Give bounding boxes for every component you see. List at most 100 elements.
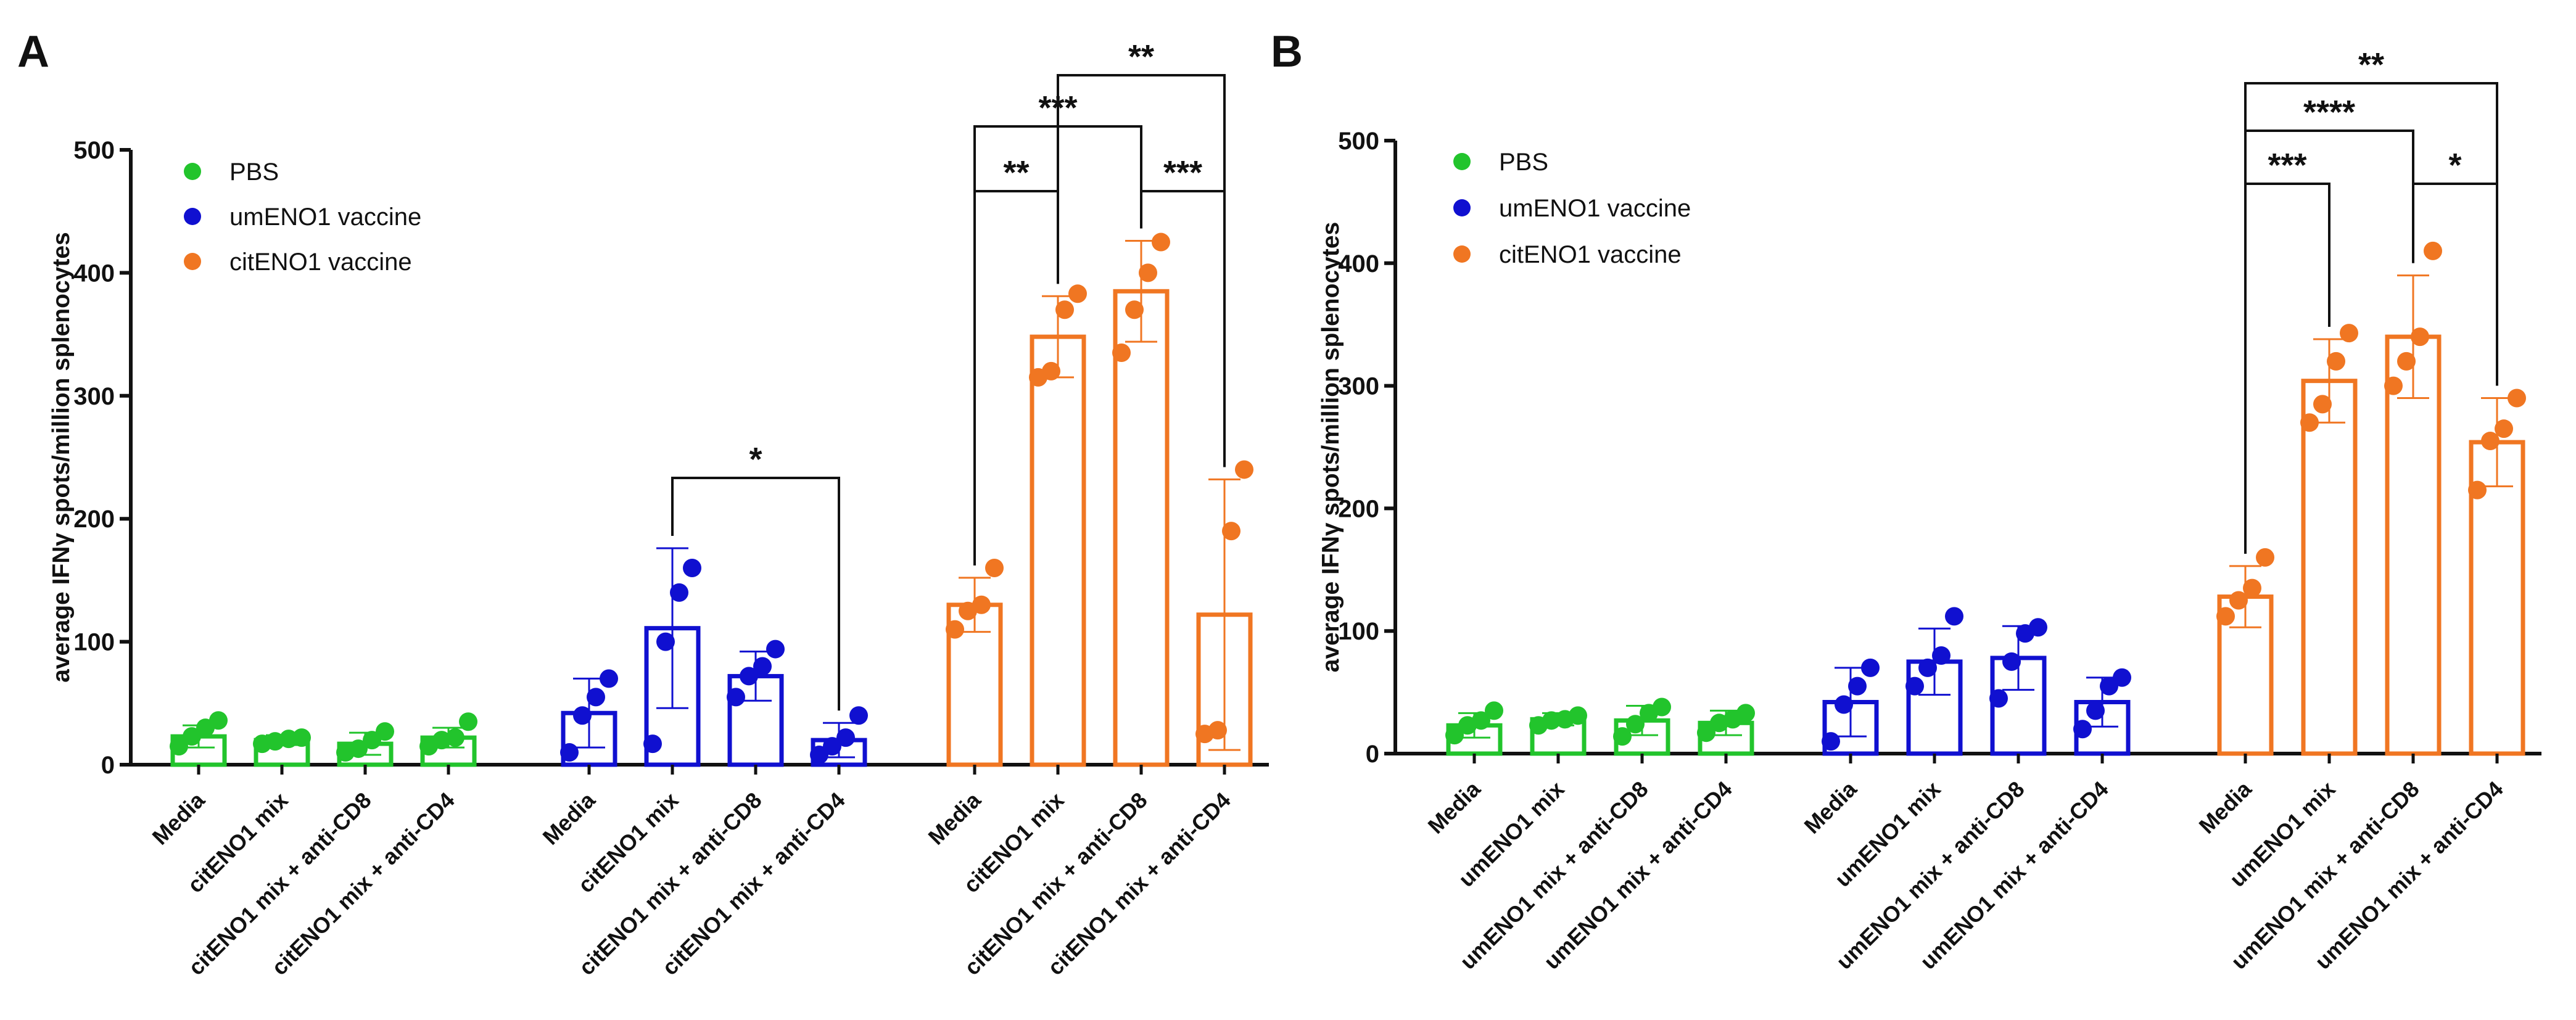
data-point — [2384, 376, 2403, 395]
significance-label: ** — [1003, 154, 1029, 191]
legend-marker — [184, 208, 201, 225]
data-point — [643, 734, 662, 754]
data-point — [849, 706, 868, 725]
x-tick-label: Media — [2194, 776, 2257, 839]
y-tick-label: 300 — [73, 383, 115, 410]
data-point — [972, 595, 991, 614]
data-point — [823, 737, 841, 756]
data-point — [2327, 352, 2345, 371]
data-point — [2086, 701, 2105, 720]
significance-bracket — [2244, 183, 2330, 554]
data-point — [656, 632, 675, 651]
legend-label: PBS — [229, 158, 279, 186]
panel-a: A 0 100 200 300 400 500 average IFNγ spots/mill… — [17, 27, 1269, 980]
data-point — [1125, 300, 1144, 319]
legend-label: citENO1 vaccine — [229, 249, 412, 276]
data-point — [1626, 715, 1645, 734]
y-tick-label: 300 — [1338, 373, 1379, 400]
data-point — [1905, 677, 1924, 696]
data-point — [2397, 352, 2416, 371]
data-point — [740, 667, 758, 686]
data-point — [2300, 413, 2319, 432]
data-point — [2113, 668, 2131, 687]
data-point — [1139, 263, 1157, 282]
significance-label: **** — [2303, 94, 2355, 131]
legend-marker — [1453, 199, 1471, 216]
data-point — [600, 669, 618, 688]
bar — [1030, 334, 1086, 767]
data-point — [1822, 732, 1840, 751]
data-point — [1736, 704, 1755, 723]
legend-label: umENO1 vaccine — [229, 204, 421, 231]
data-point — [1542, 711, 1561, 730]
data-point — [1112, 343, 1131, 363]
data-point — [183, 727, 201, 746]
y-axis-label: average IFNγ spots/million splenocytes — [48, 232, 75, 682]
data-point — [459, 712, 477, 731]
y-tick-label: 0 — [1366, 741, 1379, 768]
y-tick-label: 500 — [1338, 128, 1379, 155]
data-point — [2340, 324, 2358, 343]
data-point — [1861, 658, 1880, 677]
data-point — [2002, 652, 2021, 671]
data-point — [1208, 721, 1227, 740]
x-tick-label: Media — [538, 787, 601, 850]
data-point — [2411, 327, 2429, 347]
data-point — [2495, 419, 2513, 438]
data-point — [2029, 618, 2047, 637]
data-point — [2313, 395, 2332, 414]
legend-marker — [1453, 245, 1471, 263]
significance-label: *** — [1163, 154, 1202, 191]
data-point — [1485, 701, 1503, 720]
x-tick-label: Media — [923, 787, 986, 850]
data-point — [2508, 389, 2526, 408]
data-point — [170, 737, 188, 756]
y-axis-label: average IFNγ spots/million splenocytes — [1318, 222, 1344, 672]
data-point — [1932, 646, 1951, 665]
y-tick-label: 400 — [1338, 250, 1379, 278]
data-point — [1042, 361, 1060, 380]
significance-label: ** — [1128, 38, 1154, 75]
data-point — [836, 728, 855, 747]
data-point — [2424, 241, 2442, 260]
data-point — [376, 722, 394, 741]
data-point — [683, 558, 701, 577]
data-point — [1613, 727, 1632, 746]
legend-marker — [184, 253, 201, 270]
data-point — [753, 657, 772, 676]
x-tick-label: Media — [147, 787, 210, 850]
y-tick-label: 100 — [1338, 618, 1379, 645]
significance-bracket — [1140, 190, 1226, 467]
data-point — [1152, 232, 1170, 252]
data-point — [446, 728, 464, 747]
bar — [2385, 334, 2442, 756]
significance-bracket — [2412, 183, 2498, 386]
data-point — [292, 728, 311, 747]
data-point — [560, 743, 579, 762]
data-point — [349, 739, 368, 759]
significance-label: * — [2448, 147, 2461, 184]
legend-marker — [184, 163, 201, 180]
data-point — [1222, 522, 1241, 541]
significance-label: * — [749, 441, 762, 478]
significance-bracket — [671, 477, 840, 711]
legend-label: umENO1 vaccine — [1499, 195, 1691, 222]
panel-b: B 0 100 200 300 400 500 average IFNγ spots/mill… — [1271, 27, 2541, 974]
data-point — [1235, 460, 1253, 479]
data-point — [2216, 607, 2235, 626]
bar — [1113, 289, 1170, 767]
legend-marker — [1453, 153, 1471, 170]
data-point — [727, 688, 745, 707]
legend-label: citENO1 vaccine — [1499, 241, 1682, 268]
data-point — [1055, 300, 1074, 319]
data-point — [2256, 548, 2274, 567]
x-tick-label: Media — [1799, 776, 1862, 839]
data-point — [573, 706, 592, 725]
data-point — [2468, 480, 2487, 500]
significance-bracket — [2244, 82, 2498, 554]
y-tick-label: 100 — [73, 629, 115, 656]
data-point — [1445, 726, 1464, 745]
data-point — [2229, 591, 2248, 610]
significance-label: ** — [2358, 46, 2384, 83]
